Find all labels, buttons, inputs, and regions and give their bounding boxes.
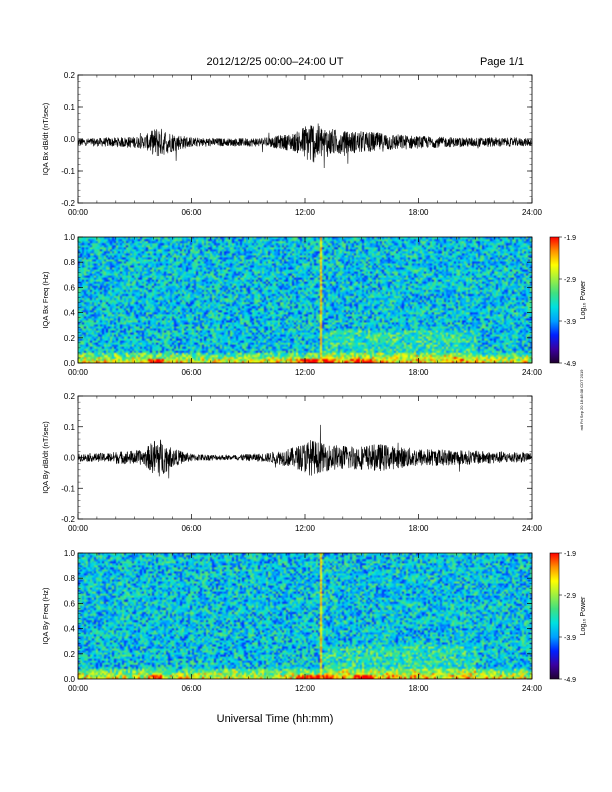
y-axis-label: IQA Bx dB/dt (nT/sec): [41, 102, 50, 175]
x-tick-label: 18:00: [408, 684, 429, 693]
x-tick-label: 00:00: [68, 208, 89, 217]
x-tick-label: 12:00: [295, 368, 316, 377]
colorbar: [549, 236, 560, 364]
y-tick-label: 0.0: [64, 454, 76, 463]
y-tick-label: 0.2: [64, 392, 76, 401]
y-axis-label: IQA Bx Freq (Hz): [41, 271, 50, 329]
y-tick-label: 0.2: [64, 650, 76, 659]
y-tick-label: 0.8: [64, 258, 76, 267]
y-tick-label: 0.6: [64, 599, 76, 608]
y-tick-label: -0.2: [61, 199, 75, 208]
panel-bx_wave: 00:00 06:00 12:00 18:00 24:00 -0.2 -0.1 0.0 0.1 0…: [41, 71, 543, 217]
side-note: mit Fri Sep 20 18:48:08 CDT 2019: [579, 369, 584, 431]
y-tick-label: -0.2: [61, 515, 75, 524]
waveform-trace: [77, 424, 533, 479]
x-tick-label: 12:00: [295, 524, 316, 533]
figure-title: 2012/12/25 00:00–24:00 UT: [206, 56, 343, 68]
y-tick-label: 1.0: [64, 233, 76, 242]
y-tick-label: 0.2: [64, 71, 76, 80]
x-tick-label: 24:00: [522, 524, 543, 533]
colorbar-tick-label: -1.9: [564, 551, 576, 558]
panel-bx_spec: -1.9 -2.9 -3.9 -4.9 Log₁₀ Power 00:00 06:00 12:…: [41, 233, 587, 377]
spectrogram-image: [78, 237, 532, 363]
x-tick-label: 18:00: [408, 208, 429, 217]
spectrogram-image: [78, 553, 532, 679]
panel-by_spec: -1.9 -2.9 -3.9 -4.9 Log₁₀ Power 00:00 06:00 12:…: [41, 549, 587, 693]
y-tick-label: 0.6: [64, 283, 76, 292]
x-tick-label: 24:00: [522, 684, 543, 693]
panel-by_wave: 00:00 06:00 12:00 18:00 24:00 -0.2 -0.1 0.0 0.1 0…: [41, 392, 543, 533]
y-tick-label: 0.0: [64, 359, 76, 368]
x-tick-label: 06:00: [181, 368, 202, 377]
x-axis-label: Universal Time (hh:mm): [217, 713, 334, 725]
colorbar-tick-label: -4.9: [564, 677, 576, 684]
x-tick-label: 18:00: [408, 524, 429, 533]
y-tick-label: 1.0: [64, 549, 76, 558]
colorbar-tick-label: -4.9: [564, 361, 576, 368]
colorbar-label: Log₁₀ Power: [580, 596, 587, 635]
colorbar-tick-label: -2.9: [564, 277, 576, 284]
y-tick-label: 0.4: [64, 309, 76, 318]
x-tick-label: 06:00: [181, 684, 202, 693]
y-tick-label: -0.1: [61, 484, 75, 493]
x-tick-label: 06:00: [181, 524, 202, 533]
x-tick-label: 12:00: [295, 208, 316, 217]
x-tick-label: 24:00: [522, 368, 543, 377]
x-tick-label: 00:00: [68, 524, 89, 533]
waveform-trace: [77, 123, 533, 168]
colorbar-tick-label: -1.9: [564, 235, 576, 242]
y-tick-label: 0.0: [64, 135, 76, 144]
x-tick-label: 24:00: [522, 208, 543, 217]
x-tick-label: 00:00: [68, 368, 89, 377]
y-axis-label: IQA By Freq (Hz): [41, 587, 50, 645]
colorbar-label: Log₁₀ Power: [580, 280, 587, 319]
y-tick-label: 0.2: [64, 334, 76, 343]
x-tick-label: 18:00: [408, 368, 429, 377]
panels: 00:00 06:00 12:00 18:00 24:00 -0.2 -0.1 0.0 0.1 0…: [41, 71, 587, 693]
colorbar-tick-label: -3.9: [564, 635, 576, 642]
y-tick-label: 0.1: [64, 103, 76, 112]
x-tick-label: 00:00: [68, 684, 89, 693]
colorbar-tick-label: -3.9: [564, 319, 576, 326]
colorbar-tick-label: -2.9: [564, 593, 576, 600]
y-tick-label: -0.1: [61, 167, 75, 176]
y-tick-label: 0.1: [64, 423, 76, 432]
x-tick-label: 06:00: [181, 208, 202, 217]
x-tick-label: 12:00: [295, 684, 316, 693]
colorbar: [549, 552, 560, 680]
y-axis-label: IQA By dB/dt (nT/sec): [41, 421, 50, 494]
y-tick-label: 0.0: [64, 675, 76, 684]
page-indicator: Page 1/1: [480, 56, 524, 68]
y-tick-label: 0.8: [64, 574, 76, 583]
y-tick-label: 0.4: [64, 625, 76, 634]
